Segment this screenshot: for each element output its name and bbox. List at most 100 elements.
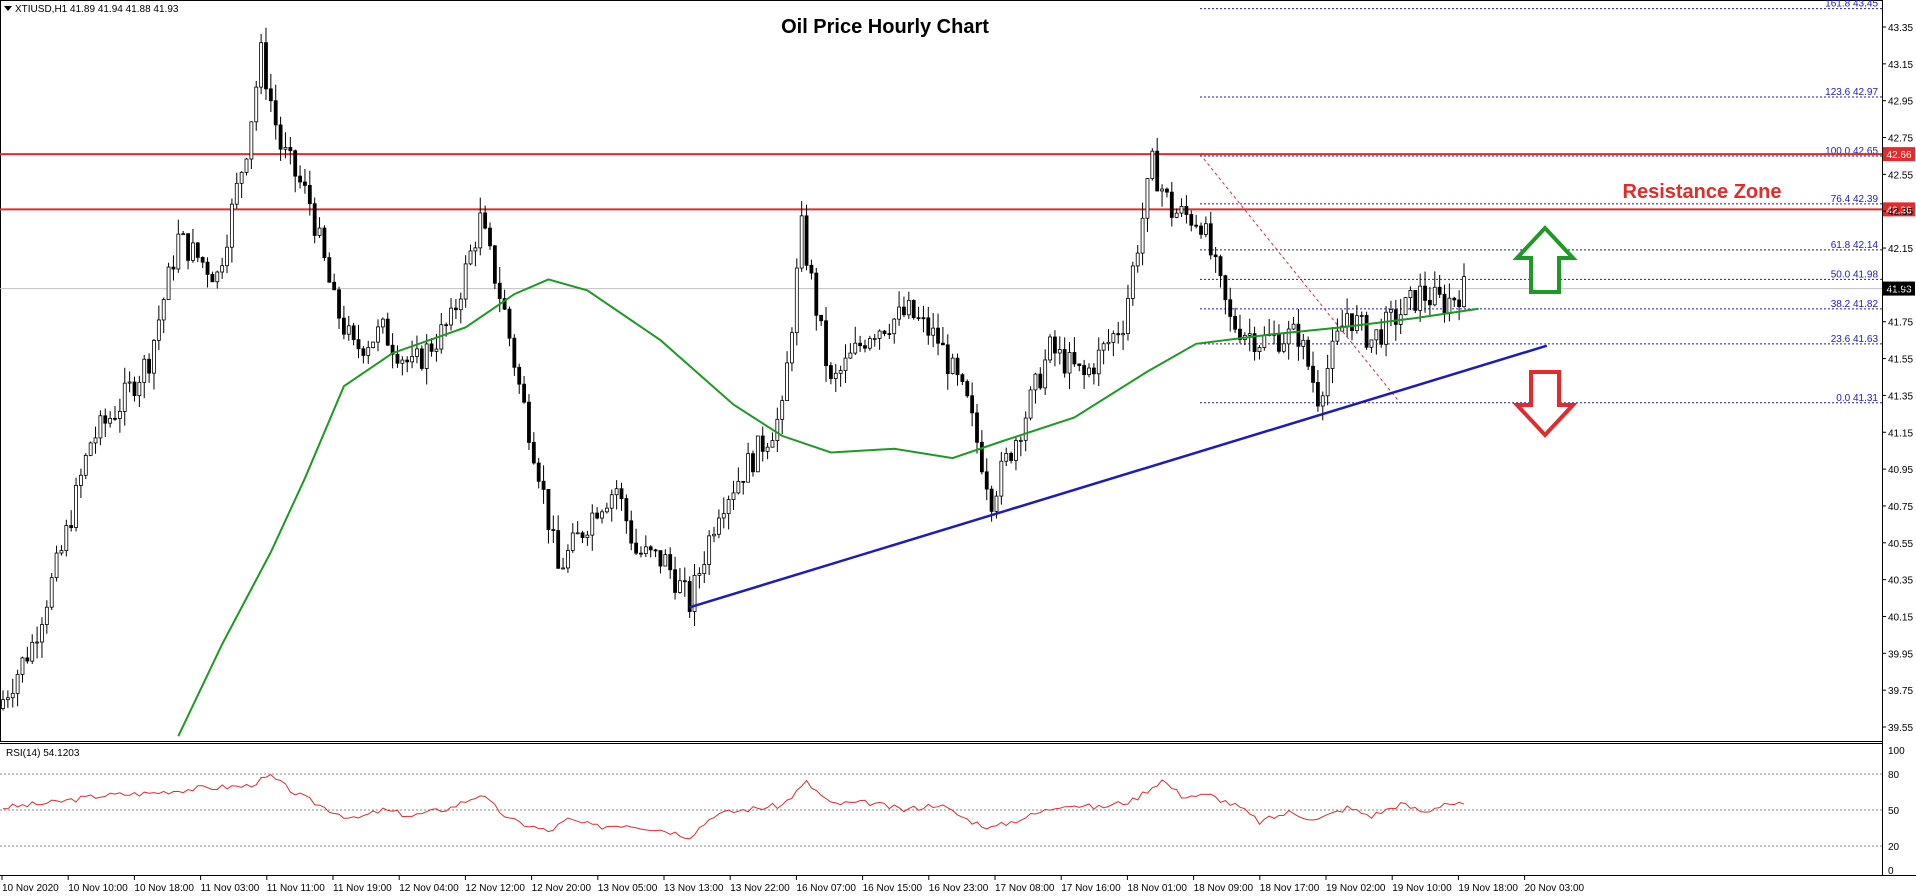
candle-body: [999, 460, 1004, 497]
candle-body: [1311, 365, 1315, 383]
candle-body: [790, 332, 794, 364]
resistance-price-label: 42.36: [1886, 205, 1911, 216]
candle-body: [307, 185, 312, 205]
candle-body: [137, 381, 142, 397]
candle-body: [444, 324, 449, 327]
candle-body: [780, 400, 785, 420]
candle-body: [351, 325, 356, 341]
candle-body: [941, 342, 945, 346]
candle-body: [322, 227, 327, 258]
candle-body: [1009, 453, 1013, 461]
candle-body: [994, 495, 999, 512]
candle-body: [410, 355, 414, 363]
candle-body: [960, 374, 965, 382]
candle-body: [590, 512, 595, 536]
candle-body: [746, 453, 751, 483]
candle-body: [853, 342, 858, 354]
moving-average: [177, 278, 1479, 737]
rsi-level-label: 100: [1888, 746, 1905, 757]
candle-body: [249, 121, 254, 160]
candle-body: [1432, 286, 1437, 306]
candle-body: [926, 317, 931, 336]
y-tick-label: 39.95: [1888, 649, 1913, 660]
candle-body: [1281, 343, 1286, 352]
candle-body: [1111, 333, 1116, 343]
support-trendline: [689, 344, 1548, 609]
candle-body: [210, 274, 215, 283]
x-tick-label: 18 Nov 17:00: [1260, 883, 1320, 894]
candle-body: [619, 488, 624, 499]
x-tick-label: 10 Nov 18:00: [134, 883, 194, 894]
candle-body: [366, 347, 371, 356]
rsi-panel: 100 80 50 20 0 RSI(14) 54.1203: [0, 746, 1905, 877]
candle-body: [1028, 389, 1033, 419]
y-tick-label: 42.15: [1888, 244, 1913, 255]
y-tick-label: 42.35: [1888, 207, 1913, 218]
candle-body: [1418, 285, 1423, 311]
candle-body: [1023, 417, 1028, 441]
candle-body: [1126, 298, 1130, 334]
candle-body: [507, 308, 512, 339]
y-tick-label: 41.35: [1888, 391, 1913, 402]
candle-body: [624, 498, 629, 522]
candle-body: [819, 314, 824, 322]
candle-body: [1306, 339, 1311, 367]
candle-body: [205, 261, 210, 275]
candle-body: [731, 492, 736, 500]
candle-body: [595, 512, 600, 519]
candle-body: [678, 580, 682, 593]
candle-body: [1350, 313, 1354, 331]
fib-level-label: 123.6 42.97: [1825, 87, 1878, 98]
candle-body: [1199, 225, 1203, 235]
candle-body: [244, 158, 249, 173]
candle-body: [1091, 367, 1096, 375]
candle-body: [273, 100, 278, 126]
candle-body: [1457, 299, 1462, 308]
candle-body: [64, 525, 69, 552]
candle-body: [931, 327, 936, 336]
candle-body: [1354, 315, 1359, 331]
candle-body: [264, 42, 268, 90]
candle-body: [843, 357, 848, 371]
fib-level-label: 0.0 41.31: [1836, 393, 1878, 404]
time-axis: 10 Nov 2020 10 Nov 10:00 10 Nov 18:00 11 No…: [1, 875, 1585, 894]
candle-body: [1033, 373, 1038, 391]
candle-body: [1004, 453, 1009, 462]
candle-body: [609, 494, 614, 509]
candle-body: [970, 395, 975, 414]
y-tick-label: 41.95: [1888, 281, 1913, 292]
candle-body: [585, 534, 590, 539]
candle-body: [341, 317, 346, 335]
candle-body: [400, 359, 405, 364]
candle-body: [663, 554, 668, 567]
candle-body: [1184, 206, 1189, 215]
candle-body: [653, 549, 658, 552]
candle-body: [872, 338, 877, 340]
rsi-level-label: 80: [1888, 770, 1900, 781]
x-tick-label: 16 Nov 07:00: [796, 883, 856, 894]
candle-body: [692, 574, 697, 612]
candle-body: [468, 250, 473, 265]
candle-body: [716, 517, 721, 535]
candle-body: [1038, 373, 1043, 389]
candle-body: [1130, 265, 1135, 299]
candle-body: [337, 289, 341, 319]
candle-body: [950, 357, 955, 374]
candle-body: [434, 348, 439, 352]
x-tick-label: 10 Nov 10:00: [68, 883, 128, 894]
resistance-price-label: 42.66: [1886, 150, 1911, 161]
y-tick-label: 39.55: [1888, 723, 1913, 734]
candle-body: [794, 267, 799, 334]
candle-body: [497, 282, 502, 300]
candle-body: [254, 86, 259, 123]
candle-body: [1379, 329, 1384, 345]
candle-body: [629, 520, 634, 544]
candle-body: [824, 320, 828, 366]
rsi-line: [2, 773, 1465, 840]
candle-body: [59, 550, 64, 554]
up-arrow-icon: [1512, 225, 1578, 294]
candle-body: [1101, 343, 1106, 351]
candle-body: [741, 480, 746, 483]
candle-body: [79, 474, 83, 486]
candle-body: [69, 525, 74, 528]
